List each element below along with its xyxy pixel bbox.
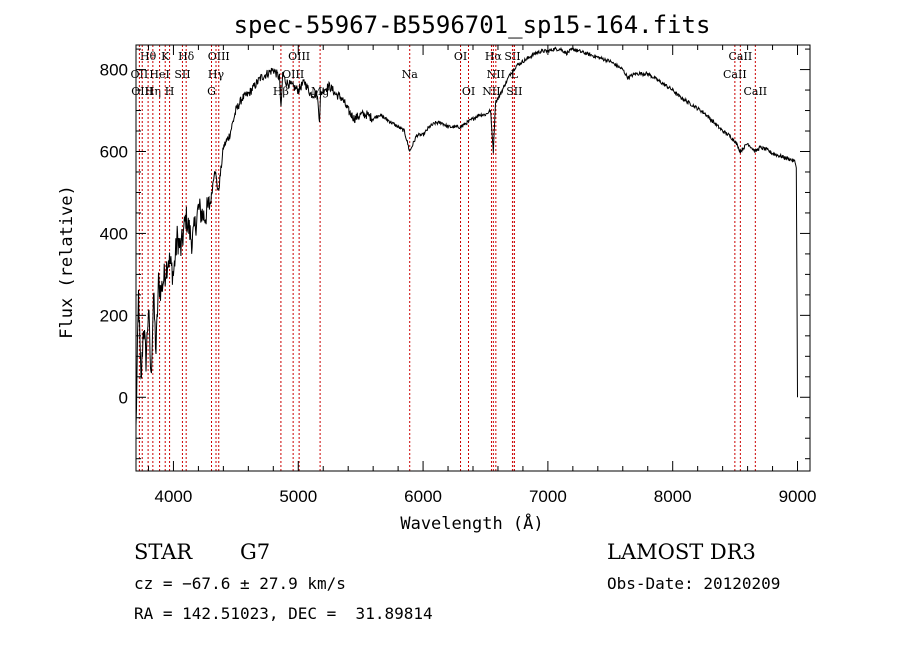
line-marker-label-26: CaII	[723, 68, 747, 81]
line-marker-label-9: OIII	[208, 50, 230, 63]
object-subclass: G7	[240, 540, 271, 564]
coordinates: RA = 142.51023, DEC = 31.89814	[134, 604, 433, 623]
line-marker-label-16: Na	[402, 68, 419, 81]
x-tick-label-4: 8000	[654, 487, 692, 506]
x-tick-label-1: 5000	[279, 487, 317, 506]
x-axis-label: Wavelength (Å)	[400, 512, 543, 534]
x-tick-label-3: 7000	[529, 487, 567, 506]
y-axis: 0 200 400 600 800	[100, 48, 810, 460]
x-axis: 4000 5000 6000 7000 8000 9000	[147, 45, 817, 506]
line-marker-label-19: Hα	[485, 50, 503, 63]
x-tick-label-0: 4000	[155, 487, 193, 506]
obs-date: Obs-Date: 20120209	[607, 574, 781, 593]
line-marker-label-11: G	[207, 85, 216, 98]
spectrum-layer	[135, 46, 798, 426]
y-tick-label-0: 0	[119, 388, 128, 407]
line-marker-label-1: OII	[131, 68, 149, 81]
chart-title: spec-55967-B5596701_sp15-164.fits	[234, 11, 711, 39]
line-marker-label-7: Hδ	[178, 50, 195, 63]
line-marker-label-23: NII	[482, 85, 500, 98]
line-marker-label-17: OI	[454, 50, 467, 63]
line-marker-label-5: HeI	[149, 68, 169, 81]
line-marker-label-27: CaII	[743, 85, 767, 98]
line-marker-label-14: Hβ	[273, 85, 289, 98]
line-marker-label-18: OI	[462, 85, 475, 98]
y-tick-label-4: 800	[100, 61, 128, 80]
x-tick-label-5: 9000	[779, 487, 817, 506]
y-tick-label-3: 600	[100, 143, 128, 162]
line-marker-label-8: SII	[174, 68, 190, 81]
line-marker-label-25: CaII	[729, 50, 753, 63]
line-marker-label-21: NII	[487, 68, 505, 81]
line-marker-label-6: H	[165, 85, 175, 98]
line-marker-label-4: K	[161, 50, 170, 63]
x-tick-label-2: 6000	[404, 487, 442, 506]
object-class: STAR	[134, 540, 193, 564]
line-marker-label-12: OIII	[288, 50, 310, 63]
line-marker-label-13: OIII	[282, 68, 304, 81]
y-tick-label-2: 400	[100, 224, 128, 243]
redshift-cz: cz = −67.6 ± 27.9 km/s	[134, 574, 346, 593]
spectrum-line	[135, 46, 798, 426]
line-marker-label-20: SII	[504, 50, 520, 63]
survey-name: LAMOST DR3	[607, 540, 756, 564]
line-marker-label-3: Hη	[145, 85, 161, 98]
y-tick-label-1: 200	[100, 306, 128, 325]
line-marker-label-24: SII	[506, 85, 522, 98]
line-marker-label-10: Hγ	[208, 68, 225, 81]
y-axis-label: Flux (relative)	[57, 185, 77, 339]
line-marker-label-2: OIII	[131, 85, 153, 98]
